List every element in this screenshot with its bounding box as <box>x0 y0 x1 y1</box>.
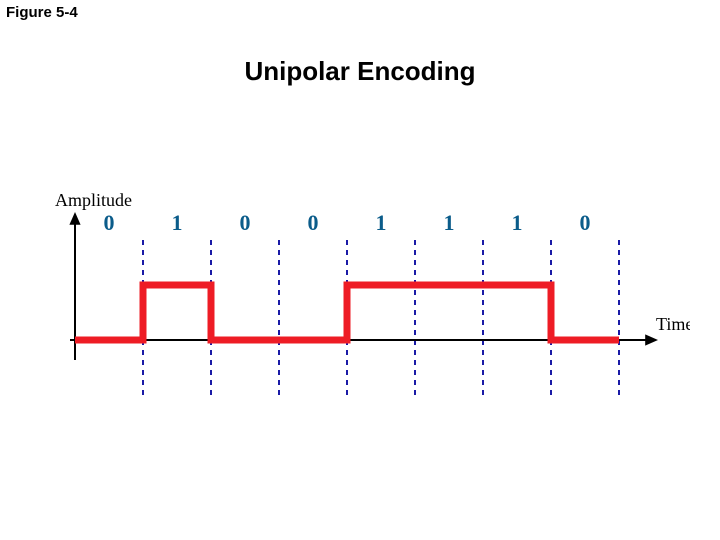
diagram-title: Unipolar Encoding <box>0 56 720 87</box>
signal-svg: 01001110AmplitudeTime <box>30 190 690 430</box>
signal-chart: 01001110AmplitudeTime <box>30 190 690 430</box>
bit-label: 0 <box>308 210 319 235</box>
bit-label: 1 <box>376 210 387 235</box>
bit-label: 0 <box>104 210 115 235</box>
figure-label: Figure 5-4 <box>6 4 78 21</box>
bit-label: 0 <box>580 210 591 235</box>
bit-label: 0 <box>240 210 251 235</box>
signal-waveform <box>75 285 619 340</box>
y-axis-arrow <box>69 212 80 225</box>
bit-label: 1 <box>512 210 523 235</box>
x-axis-arrow <box>645 334 658 345</box>
y-axis-label: Amplitude <box>55 190 132 210</box>
bit-label: 1 <box>172 210 183 235</box>
bit-label: 1 <box>444 210 455 235</box>
x-axis-label: Time <box>656 314 690 334</box>
